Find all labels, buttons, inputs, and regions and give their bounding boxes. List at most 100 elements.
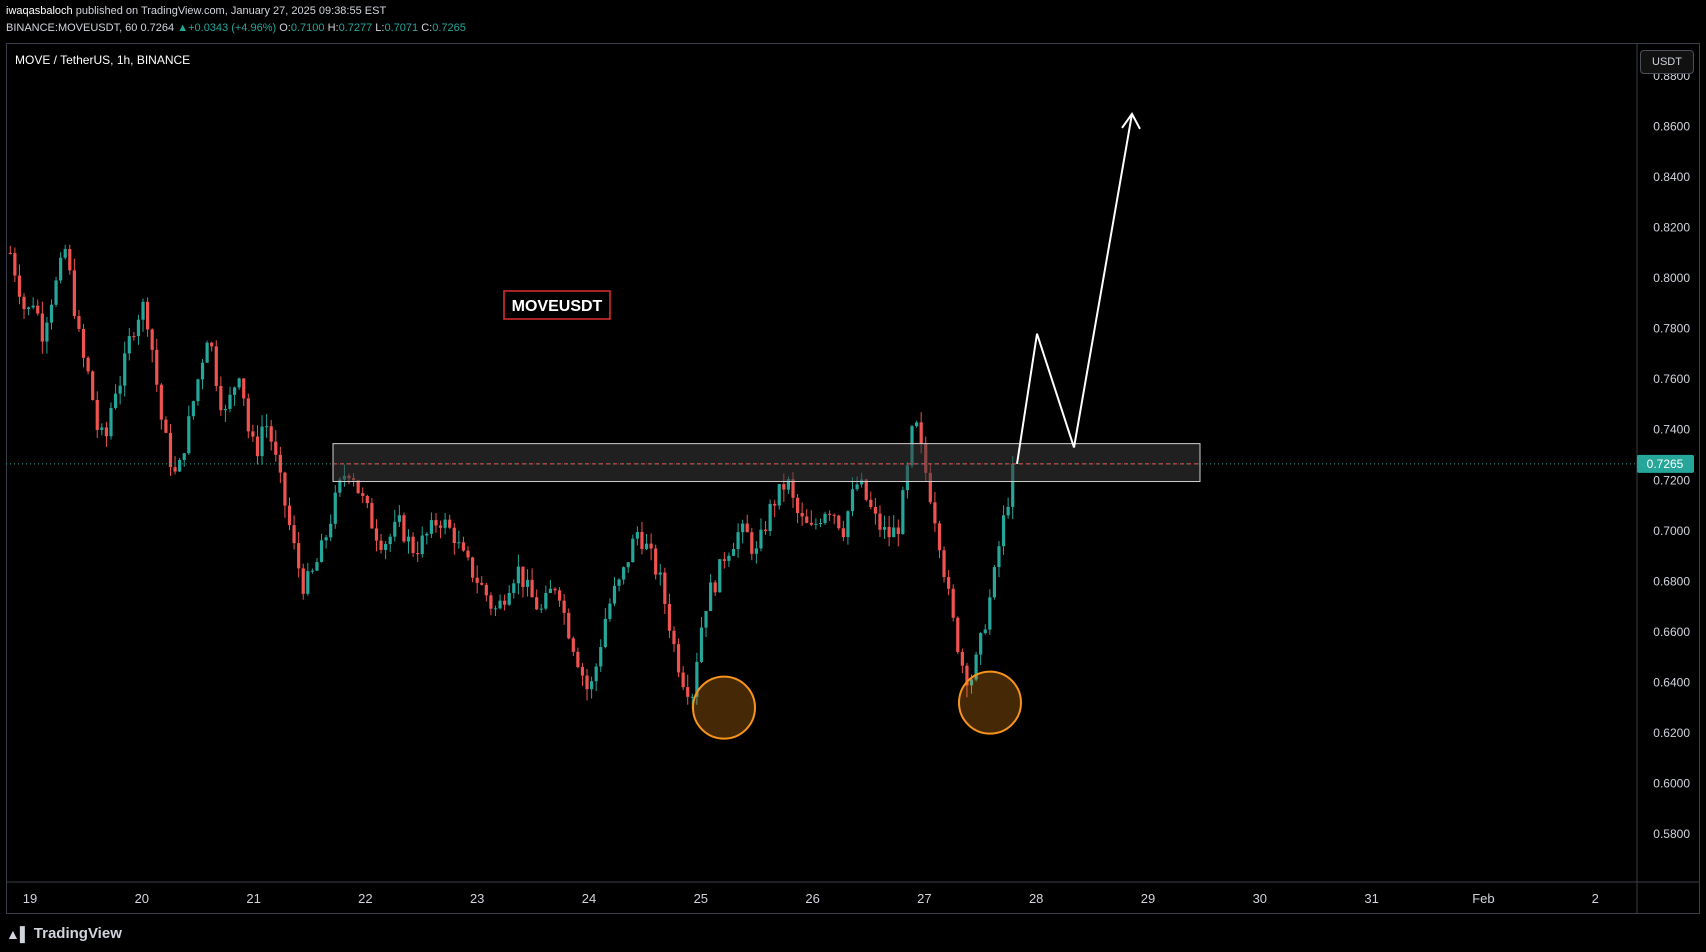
candle-body: [658, 572, 662, 575]
close-value: 0.7265: [432, 22, 466, 34]
candle-body: [535, 597, 539, 610]
candle-body: [539, 608, 543, 610]
candle-body: [750, 532, 754, 554]
last-price: 0.7264: [140, 22, 175, 34]
candle-body: [448, 519, 452, 528]
price-tick-label: 0.8600: [1653, 120, 1690, 134]
low-label: L:: [375, 22, 385, 34]
candle-body: [612, 585, 617, 604]
candle-body: [617, 579, 621, 586]
candle-body: [182, 453, 186, 460]
candle-body: [141, 301, 145, 320]
up-triangle-icon: ▲: [177, 22, 189, 34]
candle-body: [40, 313, 44, 342]
close-label: C:: [421, 22, 433, 34]
candle-body: [718, 559, 722, 593]
candle-body: [837, 515, 841, 529]
candle-body: [388, 536, 392, 545]
projection-path: [1016, 113, 1133, 464]
candle-body: [786, 479, 791, 490]
price-tick-label: 0.7800: [1653, 322, 1690, 336]
candle-body: [31, 305, 35, 308]
candle-body: [45, 322, 49, 342]
candle-body: [525, 579, 530, 588]
candle-body: [63, 249, 67, 258]
candle-body: [461, 542, 466, 551]
overlay-group: MOVEUSDT: [6, 112, 1637, 740]
candle-body: [365, 495, 369, 504]
candle-body: [109, 407, 113, 437]
candle-body: [361, 493, 365, 496]
currency-button[interactable]: USDT: [1640, 50, 1694, 74]
candle-body: [754, 548, 758, 554]
candle-body: [791, 479, 795, 498]
bottom-marker-circle: [958, 670, 1022, 735]
candle-body: [297, 543, 301, 569]
candle-body: [969, 679, 974, 686]
candle-body: [882, 527, 887, 530]
candle-body: [68, 249, 72, 271]
candle-body: [631, 538, 635, 563]
candle-body: [626, 562, 630, 568]
candle-body: [22, 296, 26, 310]
time-tick-label: 20: [135, 891, 149, 906]
candle-body: [745, 523, 749, 533]
candle-body: [672, 630, 676, 645]
candle-body: [411, 536, 415, 554]
candle-body: [480, 582, 484, 585]
bottom-marker-circle: [692, 675, 756, 740]
candle-body: [654, 548, 658, 575]
candle-body: [17, 275, 22, 297]
candle-body: [493, 608, 498, 610]
candle-body: [466, 550, 470, 558]
candle-body: [873, 507, 877, 514]
candle-body: [173, 467, 177, 472]
candle-body: [164, 419, 168, 433]
candle-body: [809, 522, 813, 525]
candle-body: [178, 459, 182, 472]
candle-body: [800, 513, 804, 517]
candle-body: [818, 523, 823, 525]
candle-body: [370, 503, 374, 529]
candle-body: [544, 593, 548, 609]
candle-body: [768, 503, 772, 532]
low-value: 0.7071: [384, 22, 419, 34]
candle-body: [118, 385, 122, 394]
candle-body: [667, 603, 672, 631]
candle-body: [292, 525, 296, 544]
candle-body: [782, 484, 786, 490]
candle-body: [228, 394, 232, 409]
high-value: 0.7277: [338, 22, 373, 34]
current-price-tag: [1637, 454, 1694, 473]
candle-body: [86, 357, 90, 372]
price-tick-label: 0.6800: [1653, 574, 1690, 588]
time-tick-label: 29: [1141, 891, 1155, 906]
candle-body: [580, 667, 585, 676]
candle-body: [699, 627, 704, 662]
open-value: 0.7100: [290, 22, 325, 34]
candle-body: [159, 384, 163, 420]
time-tick-label: 23: [470, 891, 484, 906]
candle-body: [622, 567, 626, 580]
candle-body: [81, 328, 86, 358]
candle-body: [676, 644, 681, 673]
candle-body: [503, 600, 507, 605]
candle-body: [814, 523, 818, 525]
author-name[interactable]: iwaqasbaloch: [6, 5, 73, 17]
branding-text: TradingView: [33, 925, 122, 942]
candle-body: [709, 582, 713, 612]
tradingview-logo[interactable]: ▲▌ TradingView: [6, 925, 122, 942]
candle-body: [590, 681, 594, 690]
candle-body: [901, 490, 905, 535]
time-tick-label: 25: [694, 891, 708, 906]
symbol-line: BINANCE:MOVEUSDT, 60: [6, 22, 138, 34]
candle-body: [979, 633, 983, 655]
candle-body: [191, 401, 195, 417]
time-tick-label: 28: [1029, 891, 1043, 906]
candle-body: [26, 307, 31, 310]
candle-body: [736, 532, 740, 550]
time-tick-label: 19: [23, 891, 37, 906]
candles-group: [8, 244, 1015, 709]
candle-body: [521, 566, 525, 588]
